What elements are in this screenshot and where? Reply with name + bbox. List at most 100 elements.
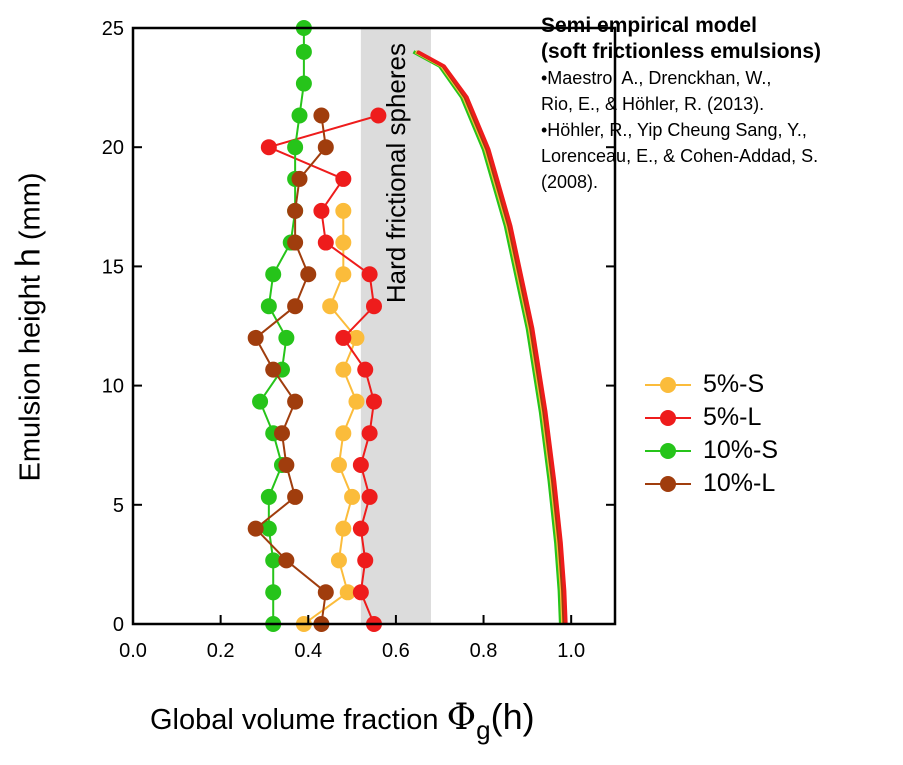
- ref-title-2: (soft frictionless emulsions): [541, 40, 822, 63]
- data-point-10%-L-7: [287, 393, 304, 410]
- data-point-5%-L-14: [335, 170, 352, 187]
- data-point-10%-L-12: [287, 234, 304, 251]
- data-point-10%-L-2: [278, 552, 295, 569]
- data-point-5%-S-7: [348, 393, 365, 410]
- data-point-5%-L-11: [361, 266, 378, 283]
- data-point-5%-L-10: [366, 298, 382, 315]
- ref-line-5: (2008).: [541, 172, 599, 192]
- data-point-5%-L-9: [335, 329, 352, 346]
- data-point-5%-L-6: [361, 425, 378, 442]
- data-point-5%-S-9: [348, 329, 365, 346]
- legend-label-5s: 5%-S: [703, 370, 765, 398]
- data-point-10%-S-11: [265, 266, 282, 283]
- legend-swatch-10s: [645, 440, 691, 462]
- model-curve-0: [412, 50, 563, 625]
- plot-frame: [131, 26, 617, 626]
- phi-symbol: Φ: [446, 697, 477, 738]
- y-axis-label-symbol: h: [9, 248, 48, 268]
- series-10%-S: [252, 20, 312, 632]
- data-point-5%-L-13: [313, 202, 330, 219]
- y-tick-label-0: 0: [113, 614, 124, 636]
- data-point-10%-S-16: [291, 107, 308, 124]
- legend-item-10s: 10%-S: [645, 434, 778, 467]
- ref-line-1: •Maestro, A., Drenckhan, W.,: [541, 68, 772, 88]
- band-label: Hard frictional spheres: [381, 43, 411, 303]
- data-point-10%-L-8: [265, 361, 282, 378]
- data-point-5%-S-8: [335, 361, 352, 378]
- data-point-5%-L-8: [357, 361, 374, 378]
- data-point-10%-S-9: [278, 329, 295, 346]
- legend-swatch-5l: [645, 407, 691, 429]
- data-point-5%-L-12: [317, 234, 334, 251]
- model-reference: Semi empirical model (soft frictionless …: [541, 13, 901, 195]
- data-point-10%-L-1: [317, 584, 334, 601]
- data-point-5%-S-13: [335, 202, 352, 219]
- data-point-10%-L-6: [273, 425, 290, 442]
- data-point-5%-L-3: [352, 520, 369, 537]
- data-point-5%-L-7: [366, 393, 382, 410]
- y-tick-label-5: 25: [102, 18, 124, 40]
- data-point-5%-S-2: [330, 552, 347, 569]
- ref-line-3: •Höhler, R., Yip Cheung Sang, Y.,: [541, 120, 807, 140]
- x-tick-label-2: 0.4: [294, 640, 322, 662]
- data-point-5%-L-4: [361, 488, 378, 505]
- data-point-10%-L-5: [278, 456, 295, 473]
- axes: 0.0 0.2 0.4 0.6 0.8 1.0 0 5 10 15 20 25: [102, 18, 617, 662]
- data-point-10%-S-18: [295, 43, 312, 60]
- x-tick-label-4: 0.8: [470, 640, 498, 662]
- data-point-5%-S-11: [335, 266, 352, 283]
- data-point-5%-L-16: [370, 107, 387, 124]
- legend: 5%-S 5%-L 10%-S 10%-L: [645, 368, 778, 500]
- legend-label-5l: 5%-L: [703, 403, 762, 431]
- data-point-5%-S-10: [322, 298, 339, 315]
- data-point-5%-L-5: [352, 456, 369, 473]
- data-point-10%-S-7: [252, 393, 269, 410]
- phi-subscript: g: [476, 715, 491, 745]
- series-10%-L: [247, 107, 334, 632]
- data-point-10%-L-15: [317, 139, 334, 156]
- data-point-10%-S-17: [295, 75, 312, 92]
- legend-item-10l: 10%-L: [645, 467, 778, 500]
- hard-spheres-band: [360, 28, 431, 624]
- data-point-10%-L-10: [287, 298, 304, 315]
- y-tick-label-3: 15: [102, 256, 124, 278]
- data-point-10%-S-4: [260, 488, 277, 505]
- x-tick-label-5: 1.0: [557, 640, 585, 662]
- legend-label-10s: 10%-S: [703, 436, 779, 464]
- data-point-5%-S-1: [339, 584, 356, 601]
- data-point-10%-S-1: [265, 584, 282, 601]
- legend-swatch-5s: [645, 374, 691, 396]
- model-curve-3: [416, 50, 568, 625]
- x-axis-label: Global volume fraction Φg(h): [150, 696, 535, 746]
- data-point-5%-S-12: [335, 234, 352, 251]
- legend-swatch-10l: [645, 473, 691, 495]
- model-curves: [412, 50, 568, 625]
- x-axis-label-text: Global volume fraction: [150, 704, 447, 736]
- data-point-10%-L-14: [291, 170, 308, 187]
- y-axis-label-unit: (mm): [14, 172, 47, 249]
- data-point-10%-S-15: [287, 139, 304, 156]
- data-point-5%-S-6: [335, 425, 352, 442]
- data-point-5%-S-5: [330, 456, 347, 473]
- data-point-10%-L-4: [287, 488, 304, 505]
- ref-line-4: Lorenceau, E., & Cohen-Addad, S.: [541, 146, 819, 166]
- legend-label-10l: 10%-L: [703, 469, 776, 497]
- data-point-10%-S-10: [260, 298, 277, 315]
- data-point-10%-L-11: [300, 266, 317, 283]
- data-point-5%-L-2: [357, 552, 374, 569]
- y-tick-label-4: 20: [102, 137, 124, 159]
- x-tick-label-0: 0.0: [119, 640, 147, 662]
- data-point-5%-S-4: [344, 488, 361, 505]
- x-axis-label-suffix: (h): [490, 696, 535, 737]
- data-point-5%-L-1: [352, 584, 369, 601]
- legend-item-5s: 5%-S: [645, 368, 778, 401]
- y-axis-label-text: Emulsion height: [14, 267, 47, 482]
- data-point-10%-S-3: [260, 520, 277, 537]
- ref-line-2: Rio, E., & Höhler, R. (2013).: [541, 94, 765, 114]
- data-point-10%-L-3: [247, 520, 264, 537]
- x-tick-label-3: 0.6: [382, 640, 410, 662]
- data-point-10%-L-16: [313, 107, 330, 124]
- data-point-10%-L-13: [287, 202, 304, 219]
- y-axis-label: Emulsion height h (mm): [10, 172, 49, 481]
